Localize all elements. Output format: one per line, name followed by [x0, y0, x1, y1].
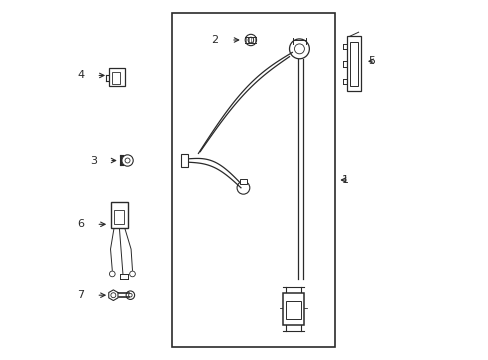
Bar [240, 179, 246, 184]
Text: 2: 2 [210, 35, 218, 45]
Text: 5: 5 [367, 56, 374, 66]
Text: 7: 7 [77, 290, 84, 300]
Bar [114, 210, 124, 224]
Bar [109, 68, 125, 86]
Bar [181, 154, 188, 167]
Bar [286, 301, 300, 319]
Text: 6: 6 [77, 219, 84, 229]
Bar [110, 202, 128, 228]
Text: 4: 4 [77, 71, 84, 80]
Bar [282, 293, 304, 325]
Text: 3: 3 [90, 156, 97, 166]
Bar [346, 36, 360, 91]
Bar [112, 72, 120, 84]
Text: 1: 1 [342, 175, 348, 185]
Bar [171, 13, 334, 347]
Bar [349, 42, 357, 86]
